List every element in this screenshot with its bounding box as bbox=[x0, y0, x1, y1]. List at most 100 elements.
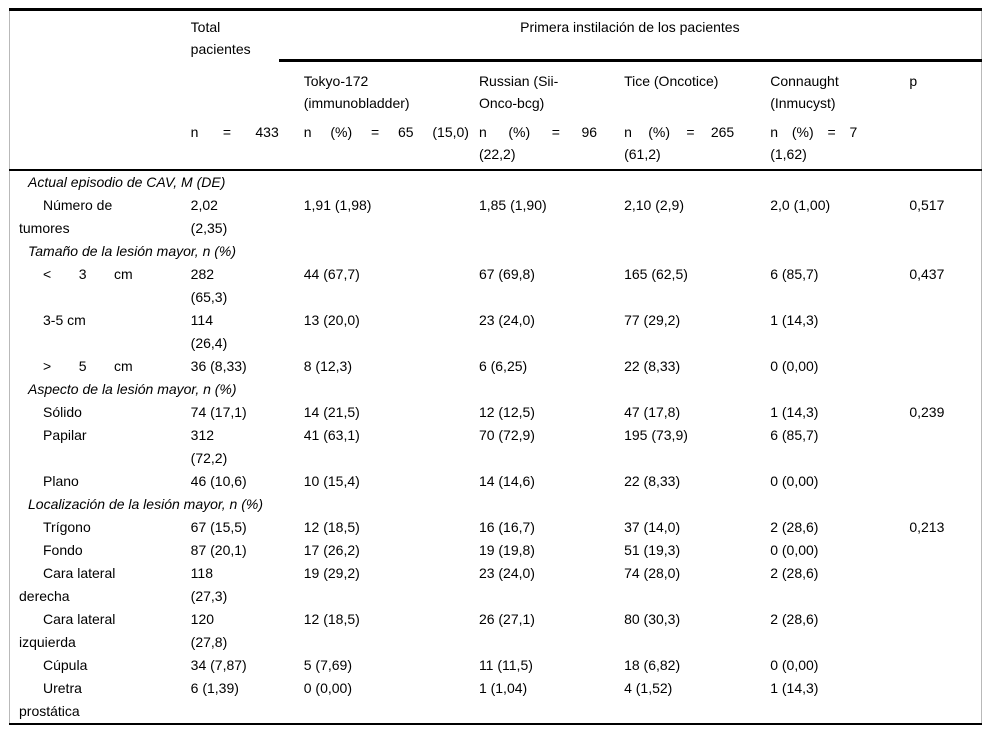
cell-russian: 14 (14,6) bbox=[478, 473, 535, 489]
count-tice: n (%) = 265 (61,2) bbox=[624, 114, 771, 171]
cell-total: 118 (27,3) bbox=[190, 565, 228, 604]
table-row: Uretra prostática 6 (1,39) 0 (0,00) 1 (1,04… bbox=[10, 677, 982, 724]
section-header-row: Tamaño de la lesión mayor, n (%) bbox=[10, 240, 982, 263]
cell-russian: 1,85 (1,90) bbox=[478, 197, 547, 213]
cell-connaught: 0 (0,00) bbox=[770, 473, 819, 489]
cell-tice: 2,10 (2,9) bbox=[624, 197, 685, 213]
cell-label: Cúpula bbox=[43, 657, 88, 673]
header-p-value-column: p bbox=[909, 72, 918, 89]
count-tokyo: n (%) = 65 (15,0) bbox=[278, 114, 479, 171]
cell-total: 87 (20,1) bbox=[190, 542, 247, 558]
header-row-group: Total pacientes Primera instilación de l… bbox=[10, 9, 982, 62]
cell-tice: 195 (73,9) bbox=[624, 427, 688, 443]
cell-tice: 4 (1,52) bbox=[624, 680, 673, 696]
cell-connaught: 2 (28,6) bbox=[770, 611, 819, 627]
cell-p: 0,437 bbox=[909, 266, 945, 282]
cell-total: 67 (15,5) bbox=[190, 519, 247, 535]
table-row: Sólido 74 (17,1) 14 (21,5) 12 (12,5) 47 (17,… bbox=[10, 401, 982, 424]
cell-total: 2,02 (2,35) bbox=[190, 197, 228, 236]
table-row: Cúpula 34 (7,87) 5 (7,69) 11 (11,5) 18 (6,82… bbox=[10, 654, 982, 677]
cell-tokyo: 13 (20,0) bbox=[303, 312, 360, 328]
cell-tice: 22 (8,33) bbox=[624, 358, 681, 374]
cell-russian: 12 (12,5) bbox=[478, 404, 535, 420]
cell-tice: 165 (62,5) bbox=[624, 266, 688, 282]
cell-p bbox=[909, 470, 981, 493]
cell-russian: 1 (1,04) bbox=[478, 680, 528, 696]
table-container: Total pacientes Primera instilación de l… bbox=[9, 8, 982, 725]
header-total-patients: Total pacientes bbox=[190, 19, 251, 57]
cell-russian: 11 (11,5) bbox=[478, 657, 533, 673]
cell-connaught: 0 (0,00) bbox=[770, 358, 819, 374]
count-total: n = 433 bbox=[190, 114, 279, 171]
cell-p bbox=[909, 309, 981, 355]
cell-tokyo: 8 (12,3) bbox=[303, 358, 352, 374]
cell-label: < 3 cm bbox=[43, 266, 133, 282]
cell-tice: 37 (14,0) bbox=[624, 519, 681, 535]
section-title: Actual episodio de CAV, M (DE) bbox=[28, 174, 226, 190]
cell-tice: 22 (8,33) bbox=[624, 473, 681, 489]
cell-label: Cara lateral izquierda bbox=[19, 611, 116, 650]
table-row: Papilar 312 (72,2) 41 (63,1) 70 (72,9) 195 (… bbox=[10, 424, 982, 470]
cell-russian: 19 (19,8) bbox=[478, 542, 535, 558]
cell-russian: 23 (24,0) bbox=[478, 312, 535, 328]
cell-tokyo: 0 (0,00) bbox=[303, 680, 352, 696]
header-empty-cell bbox=[10, 10, 191, 61]
section-title: Tamaño de la lesión mayor, n (%) bbox=[28, 243, 237, 259]
cell-tokyo: 12 (18,5) bbox=[303, 611, 360, 627]
table-row: Cara lateral izquierda 120 (27,8) 12 (18,5… bbox=[10, 608, 982, 654]
cell-total: 120 (27,8) bbox=[190, 611, 228, 650]
section-title: Aspecto de la lesión mayor, n (%) bbox=[28, 381, 237, 397]
cell-connaught: 2,0 (1,00) bbox=[770, 197, 831, 213]
cell-russian: 16 (16,7) bbox=[478, 519, 535, 535]
cell-p bbox=[909, 539, 981, 562]
table-row: < 3 cm 282 (65,3) 44 (67,7) 67 (69,8) 165 (6… bbox=[10, 263, 982, 309]
cell-label: Cara lateral derecha bbox=[19, 565, 116, 604]
cell-tice: 18 (6,82) bbox=[624, 657, 681, 673]
count-russian: n (%) = 96 (22,2) bbox=[478, 114, 625, 171]
cell-p bbox=[909, 608, 981, 654]
cell-p: 0,239 bbox=[909, 404, 945, 420]
cell-total: 114 (26,4) bbox=[190, 312, 228, 351]
cell-p bbox=[909, 424, 981, 470]
cell-connaught: 0 (0,00) bbox=[770, 542, 819, 558]
cell-total: 6 (1,39) bbox=[190, 680, 239, 696]
cell-tokyo: 5 (7,69) bbox=[303, 657, 352, 673]
table-row: > 5 cm 36 (8,33) 8 (12,3) 6 (6,25) 22 (8,33)… bbox=[10, 355, 982, 378]
cell-p bbox=[909, 677, 981, 724]
table-row: Fondo 87 (20,1) 17 (26,2) 19 (19,8) 51 (19,3… bbox=[10, 539, 982, 562]
cell-tice: 80 (30,3) bbox=[624, 611, 681, 627]
cell-russian: 26 (27,1) bbox=[478, 611, 535, 627]
table-header: Total pacientes Primera instilación de l… bbox=[9, 9, 982, 171]
header-strain-russian: Russian (Sii- Onco-bcg) bbox=[478, 72, 559, 111]
cell-p: 0,517 bbox=[909, 197, 945, 213]
cell-total: 46 (10,6) bbox=[190, 473, 247, 489]
cell-tice: 51 (19,3) bbox=[624, 542, 681, 558]
table-row: 3-5 cm 114 (26,4) 13 (20,0) 23 (24,0) 77 (29… bbox=[10, 309, 982, 355]
header-empty-cell bbox=[191, 60, 279, 114]
cell-p bbox=[909, 654, 981, 677]
cell-label: Fondo bbox=[43, 542, 83, 558]
cell-total: 34 (7,87) bbox=[190, 657, 247, 673]
header-empty-cell bbox=[10, 60, 191, 114]
cell-total: 74 (17,1) bbox=[190, 404, 247, 420]
header-strain-tokyo: Tokyo-172 (immunobladder) bbox=[303, 72, 410, 111]
cell-tokyo: 14 (21,5) bbox=[303, 404, 360, 420]
cell-connaught: 2 (28,6) bbox=[770, 565, 819, 581]
count-connaught: n (%) = 7 (1,62) bbox=[770, 114, 910, 171]
cell-total: 312 (72,2) bbox=[190, 427, 228, 466]
cell-total: 36 (8,33) bbox=[190, 358, 247, 374]
cell-total: 282 (65,3) bbox=[190, 266, 228, 305]
cell-label: Papilar bbox=[43, 427, 87, 443]
cell-tokyo: 17 (26,2) bbox=[303, 542, 360, 558]
cell-label: Plano bbox=[43, 473, 79, 489]
cell-label: Sólido bbox=[43, 404, 82, 420]
cell-russian: 67 (69,8) bbox=[478, 266, 535, 282]
cell-russian: 23 (24,0) bbox=[478, 565, 535, 581]
header-empty-cell bbox=[9, 114, 191, 171]
cell-tice: 74 (28,0) bbox=[624, 565, 681, 581]
table-row: Plano 46 (10,6) 10 (15,4) 14 (14,6) 22 (8,33… bbox=[10, 470, 982, 493]
header-row-strains: Tokyo-172 (immunobladder) Russian (Sii- … bbox=[10, 60, 982, 114]
cell-connaught: 0 (0,00) bbox=[770, 657, 819, 673]
cell-label: 3-5 cm bbox=[43, 312, 86, 328]
cell-tice: 77 (29,2) bbox=[624, 312, 681, 328]
